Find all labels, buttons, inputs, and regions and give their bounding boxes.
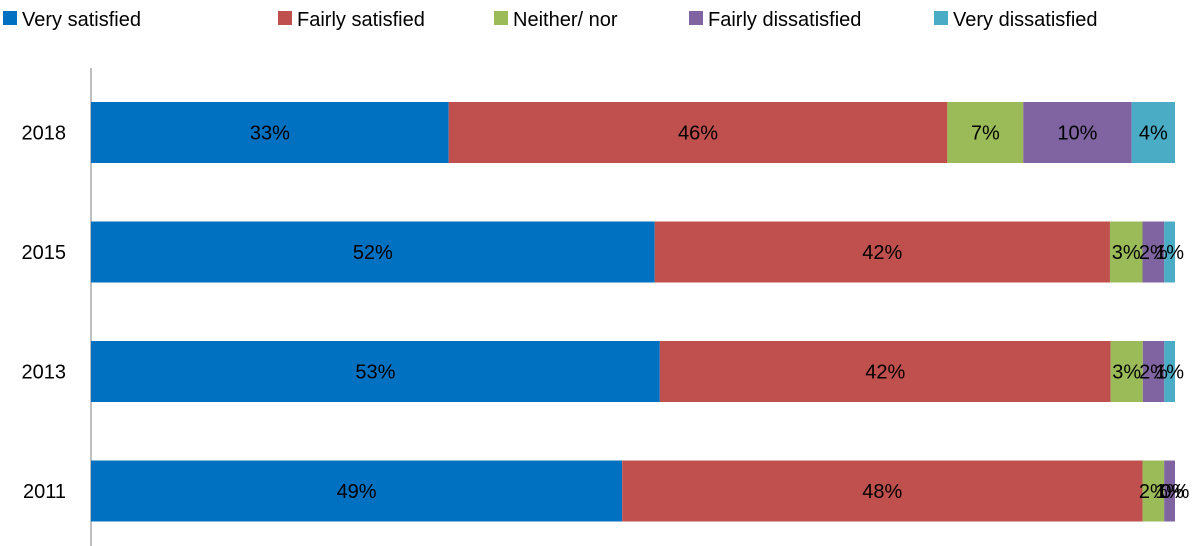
- bar-2011-neither-nor: [1142, 460, 1165, 522]
- data-label-2018-fairly-dissatisfied: 10%: [1057, 123, 1097, 145]
- category-label-2018: 2018: [22, 123, 67, 145]
- bar-2015-very-dissatisfied: [1164, 221, 1175, 283]
- bar-2015-neither-nor: [1109, 221, 1143, 283]
- bars: [91, 102, 1175, 522]
- bar-2011-fairly-satisfied: [622, 460, 1143, 522]
- category-label-2015: 2015: [22, 242, 67, 264]
- data-label-2013-neither-nor: 3%: [1112, 362, 1141, 384]
- legend-label-neither-nor: Neither/ nor: [513, 9, 618, 31]
- bar-2013-very-dissatisfied: [1164, 341, 1175, 402]
- bar-2018-very-dissatisfied: [1131, 102, 1175, 163]
- legend-item-neither-nor: Neither/ nor: [494, 9, 618, 31]
- data-label-2013-fairly-dissatisfied: 2%: [1139, 362, 1168, 384]
- data-label-2011-neither-nor: 2%: [1139, 481, 1168, 503]
- data-label-2013-very-satisfied: 53%: [355, 362, 395, 384]
- bar-2015-fairly-dissatisfied: [1142, 221, 1165, 283]
- data-label-2011-very-dissatisfied: 0%: [1161, 481, 1190, 503]
- bar-2013-neither-nor: [1110, 341, 1143, 402]
- data-label-2015-neither-nor: 3%: [1112, 242, 1141, 264]
- bar-2018-very-satisfied: [91, 102, 449, 163]
- category-axis-labels: 2018 2015 2013 2011: [22, 123, 67, 504]
- legend-item-very-dissatisfied: Very dissatisfied: [934, 9, 1098, 31]
- legend-swatch-neither-nor: [494, 11, 508, 25]
- data-label-2015-very-dissatisfied: 1%: [1155, 242, 1184, 264]
- bar-2018-fairly-satisfied: [448, 102, 948, 163]
- data-labels: 33% 46% 7% 10% 4%52% 42% 3%2%1%53% 42% 3%2%1%49%…: [250, 123, 1190, 504]
- data-label-2018-very-satisfied: 33%: [250, 123, 290, 145]
- category-label-2011: 2011: [23, 481, 66, 503]
- data-label-2013-very-dissatisfied: 1%: [1155, 362, 1184, 384]
- legend-item-fairly-dissatisfied: Fairly dissatisfied: [689, 9, 861, 31]
- legend: Very satisfied Fairly satisfied Neither/ n…: [3, 9, 1098, 31]
- bar-2018-neither-nor: [947, 102, 1024, 163]
- bar-2015-very-satisfied: [91, 221, 655, 283]
- legend-item-fairly-satisfied: Fairly satisfied: [278, 9, 425, 31]
- data-label-2013-fairly-satisfied: 42%: [865, 362, 905, 384]
- legend-label-very-dissatisfied: Very dissatisfied: [953, 9, 1098, 31]
- data-label-2011-fairly-dissatisfied: 1%: [1155, 481, 1184, 503]
- bar-2018-fairly-dissatisfied: [1023, 102, 1132, 163]
- legend-item-very-satisfied: Very satisfied: [3, 9, 141, 31]
- bar-2011-very-satisfied: [91, 460, 623, 522]
- data-label-2015-very-satisfied: 52%: [353, 242, 393, 264]
- data-label-2018-fairly-satisfied: 46%: [678, 123, 718, 145]
- bar-2015-fairly-satisfied: [654, 221, 1110, 283]
- bar-2013-fairly-dissatisfied: [1142, 341, 1165, 402]
- legend-swatch-fairly-satisfied: [278, 11, 292, 25]
- data-label-2015-fairly-satisfied: 42%: [862, 242, 902, 264]
- data-label-2011-very-satisfied: 49%: [337, 481, 377, 503]
- data-label-2018-very-dissatisfied: 4%: [1139, 123, 1168, 145]
- category-label-2013: 2013: [22, 362, 67, 384]
- legend-label-very-satisfied: Very satisfied: [22, 9, 141, 31]
- bar-2013-very-satisfied: [91, 341, 660, 402]
- legend-swatch-very-satisfied: [3, 11, 17, 25]
- data-label-2015-fairly-dissatisfied: 2%: [1139, 242, 1168, 264]
- legend-swatch-very-dissatisfied: [934, 11, 948, 25]
- legend-swatch-fairly-dissatisfied: [689, 11, 703, 25]
- legend-label-fairly-satisfied: Fairly satisfied: [297, 9, 425, 31]
- legend-label-fairly-dissatisfied: Fairly dissatisfied: [708, 9, 861, 31]
- data-label-2011-fairly-satisfied: 48%: [862, 481, 902, 503]
- bar-2011-fairly-dissatisfied: [1164, 460, 1175, 522]
- data-label-2018-neither-nor: 7%: [971, 123, 1000, 145]
- bar-2013-fairly-satisfied: [659, 341, 1111, 402]
